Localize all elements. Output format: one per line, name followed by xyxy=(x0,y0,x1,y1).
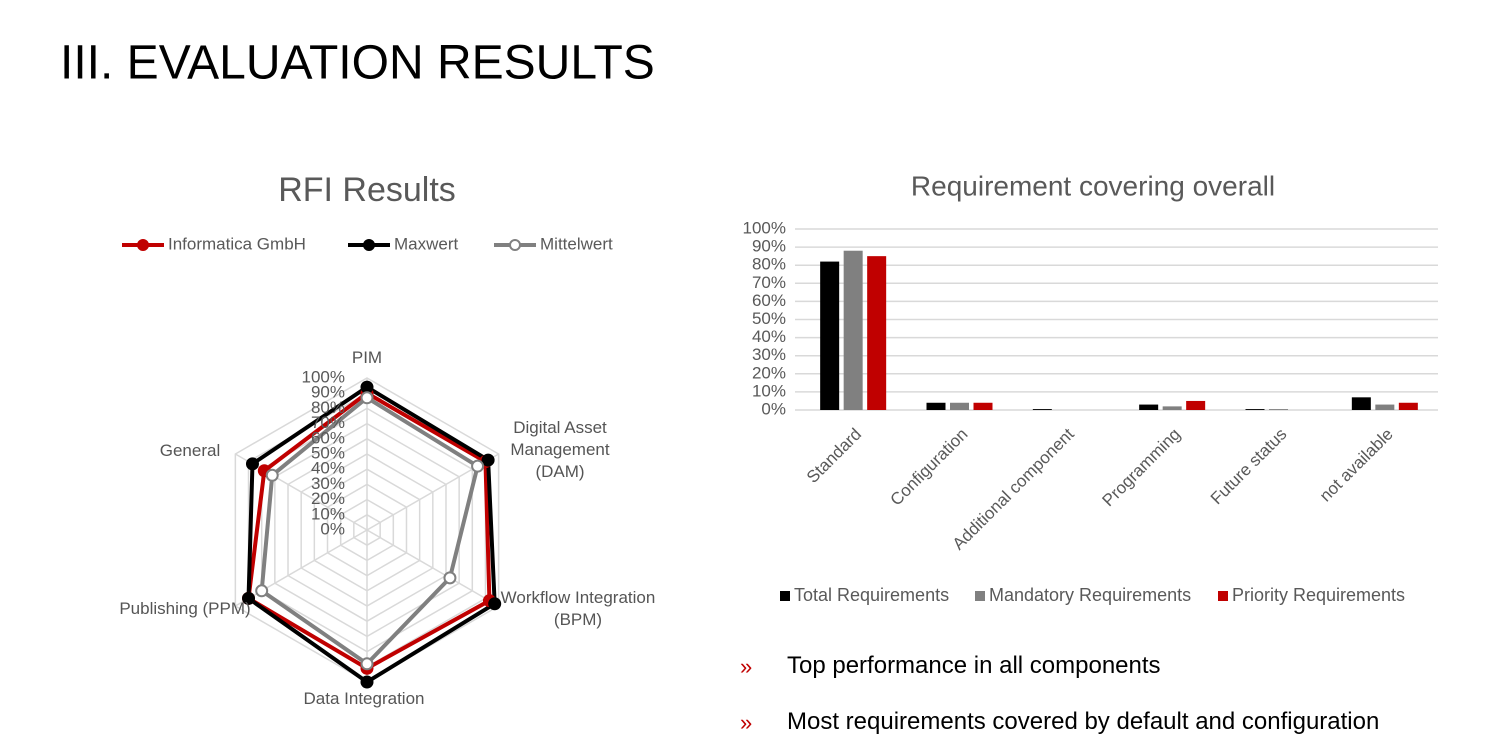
bullet-text: Most requirements covered by default and… xyxy=(787,708,1380,735)
y-tick-label: 60% xyxy=(752,291,786,310)
point xyxy=(488,597,502,611)
bar xyxy=(820,261,840,410)
point xyxy=(443,571,457,585)
legend-swatch xyxy=(780,591,790,601)
point xyxy=(255,584,269,598)
y-tick-label: 0% xyxy=(761,399,786,418)
r-tick-label: 20% xyxy=(311,489,345,508)
legend-marker xyxy=(509,239,521,251)
legend-label: Priority Requirements xyxy=(1232,585,1405,605)
bar xyxy=(950,402,969,410)
point xyxy=(242,591,256,605)
bar xyxy=(1398,402,1418,410)
bar xyxy=(843,250,863,410)
chart-title: RFI Results xyxy=(278,171,456,209)
y-tick-label: 80% xyxy=(752,255,786,274)
bar xyxy=(1245,409,1265,410)
r-tick-label: 70% xyxy=(311,413,345,432)
y-tick-label: 70% xyxy=(752,273,786,292)
point xyxy=(471,459,485,473)
bullet-marker: » xyxy=(740,710,753,735)
slide-title: III. EVALUATION RESULTS xyxy=(60,37,655,90)
point xyxy=(360,380,374,394)
x-tick-label: Configuration xyxy=(887,425,972,510)
legend-label: Maxwert xyxy=(394,234,459,253)
legend-label: Informatica GmbH xyxy=(168,234,306,253)
bar xyxy=(1375,404,1395,410)
axis-label: Publishing (PPM) xyxy=(119,599,251,618)
bar xyxy=(1032,409,1052,410)
y-tick-label: 30% xyxy=(752,345,786,364)
bar xyxy=(1186,400,1206,410)
x-tick-label: Programming xyxy=(1099,425,1185,511)
y-tick-label: 10% xyxy=(752,381,786,400)
bullet-text: Top performance in all components xyxy=(787,652,1161,679)
point xyxy=(360,657,374,671)
y-tick-label: 40% xyxy=(752,327,786,346)
legend-label: Mandatory Requirements xyxy=(989,585,1191,605)
point xyxy=(360,391,374,405)
bullet-marker: » xyxy=(740,654,753,679)
point xyxy=(245,457,259,471)
bar xyxy=(867,256,887,410)
point xyxy=(360,675,374,689)
legend-marker xyxy=(363,239,375,251)
bar xyxy=(973,402,993,410)
bar xyxy=(1139,404,1159,410)
legend-label: Mittelwert xyxy=(540,234,613,253)
spoke xyxy=(366,529,500,607)
bar xyxy=(1269,409,1288,410)
point xyxy=(265,468,279,482)
r-tick-label: 0% xyxy=(320,519,345,538)
bar xyxy=(1351,397,1371,410)
legend-marker xyxy=(137,239,149,251)
r-tick-label: 50% xyxy=(311,443,345,462)
r-tick-label: 40% xyxy=(311,459,345,478)
axis-label: General xyxy=(159,441,221,460)
y-tick-label: 90% xyxy=(752,237,786,256)
series-line xyxy=(246,384,497,685)
legend-swatch xyxy=(975,591,985,601)
y-tick-label: 100% xyxy=(743,218,786,237)
axis-label: Workflow Integration (BPM) xyxy=(500,588,656,629)
y-tick-label: 50% xyxy=(752,309,786,328)
axis-label: Data Integration xyxy=(303,689,425,708)
r-tick-label: 30% xyxy=(311,474,345,493)
legend-swatch xyxy=(1218,591,1228,601)
x-tick-label: not available xyxy=(1316,425,1397,506)
r-tick-label: 100% xyxy=(302,367,345,386)
r-tick-label: 60% xyxy=(311,428,345,447)
r-tick-label: 10% xyxy=(311,504,345,523)
bar xyxy=(1162,406,1182,410)
x-tick-label: Additional component xyxy=(949,424,1078,553)
chart-title: Requirement covering overall xyxy=(911,170,1275,201)
axis-label: PIM xyxy=(351,348,383,367)
y-tick-label: 20% xyxy=(752,363,786,382)
r-tick-label: 80% xyxy=(311,398,345,417)
x-tick-label: Future status xyxy=(1207,425,1291,509)
legend-label: Total Requirements xyxy=(794,585,949,605)
r-tick-label: 90% xyxy=(311,383,345,402)
axis-label: Digital Asset Management (DAM) xyxy=(510,418,610,481)
x-tick-label: Standard xyxy=(803,425,865,487)
bar xyxy=(926,402,946,410)
point xyxy=(481,453,495,467)
